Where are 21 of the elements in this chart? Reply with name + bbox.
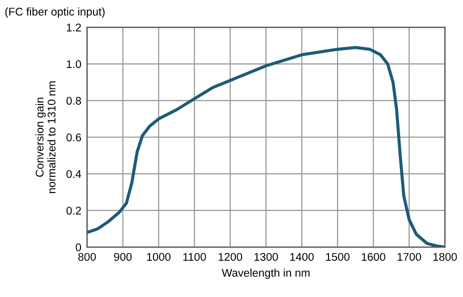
y-tick-label: 0.6 [66, 133, 81, 142]
x-tick-label: 1000 [147, 252, 171, 261]
y-axis-title: Conversion gain normalized to 1310 nm [35, 81, 56, 193]
x-tick-label: 1300 [254, 252, 278, 261]
x-tick-label: 1700 [398, 252, 422, 261]
x-tick-label: 1500 [326, 252, 350, 261]
y-tick-label: 0.8 [66, 96, 82, 105]
y-tick-label: 1.2 [66, 24, 81, 32]
y-tick-label: 0 [76, 243, 82, 252]
y-tick-label: 0.2 [66, 206, 81, 215]
x-axis-title: Wavelength in nm [222, 268, 310, 279]
x-tick-label: 1200 [218, 252, 242, 261]
x-tick-label: 800 [78, 252, 96, 261]
x-tick-label: 1600 [362, 252, 386, 261]
y-tick-label: 0.4 [66, 170, 82, 178]
y-tick-label: 1.0 [66, 60, 82, 68]
chart-title: (FC fiber optic input) [5, 7, 105, 18]
x-tick-label: 1400 [290, 252, 314, 261]
x-tick-label: 1800 [433, 252, 457, 261]
x-tick-label: 1100 [183, 252, 206, 261]
x-tick-label: 900 [114, 252, 132, 261]
